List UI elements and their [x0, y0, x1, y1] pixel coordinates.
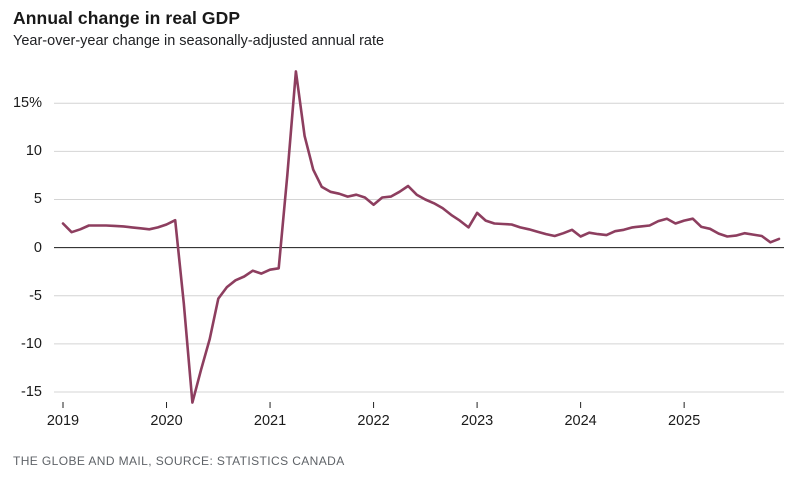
y-axis-label: -10 — [21, 335, 42, 352]
y-axis-label: -15 — [21, 384, 42, 400]
chart-title: Annual change in real GDP — [13, 8, 241, 28]
source-note: THE GLOBE AND MAIL, SOURCE: STATISTICS C… — [13, 454, 345, 468]
chart-subtitle: Year-over-year change in seasonally-adju… — [13, 33, 385, 49]
x-axis-label: 2025 — [668, 413, 701, 429]
y-axis-label: 10 — [25, 143, 42, 160]
x-axis-label: 2024 — [564, 413, 597, 429]
x-axis-label: 2019 — [46, 413, 80, 429]
x-axis-label: 2022 — [357, 413, 390, 429]
x-axis-label: 2021 — [253, 413, 287, 429]
y-axis-label: 0 — [33, 239, 42, 256]
y-axis-label: -5 — [29, 287, 42, 304]
gdp-line-series — [61, 70, 781, 404]
x-axis-label: 2023 — [460, 413, 494, 429]
x-axis-label: 2020 — [150, 413, 183, 429]
y-axis-label: 15% — [12, 95, 42, 112]
y-axis-label: 5 — [33, 191, 42, 208]
